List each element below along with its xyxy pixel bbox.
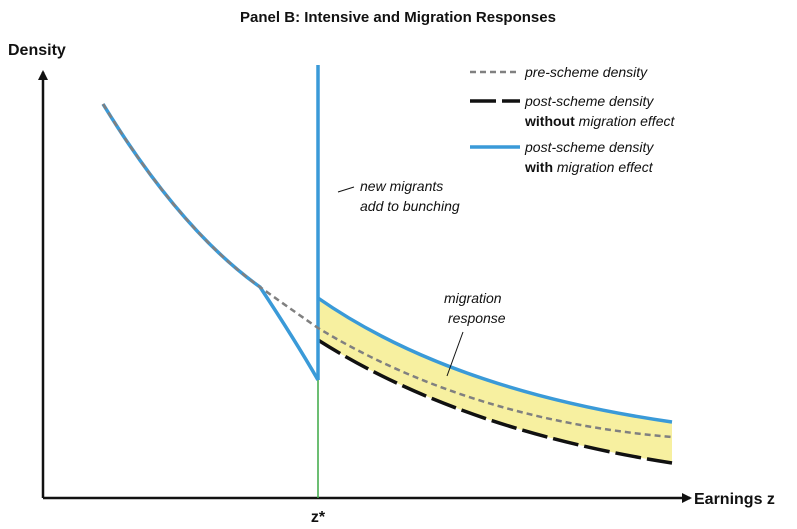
title: Panel B: Intensive and Migration Respons…	[240, 9, 556, 26]
migration-area	[318, 298, 672, 463]
legend-label: with migration effect	[524, 159, 654, 175]
annotation-pointer	[446, 331, 464, 377]
post-with-curve-left	[101, 103, 320, 381]
legend-label: pre-scheme density	[524, 64, 648, 80]
legend-bold: with	[524, 159, 553, 175]
pre-scheme-curve	[101, 103, 673, 439]
legend-label: without migration effect	[524, 113, 675, 129]
annotation: migration	[444, 290, 502, 306]
post-without-curve	[317, 338, 673, 465]
legend-label: post-scheme density	[524, 139, 654, 155]
annotation: new migrants	[360, 178, 443, 194]
legend-italic: migration effect	[557, 159, 654, 175]
post-with-curve-right	[316, 296, 673, 424]
threshold-label: z*	[311, 509, 326, 526]
legend-italic: migration effect	[579, 113, 676, 129]
annotation: add to bunching	[360, 198, 460, 214]
x-axis-label: Earnings z	[694, 491, 775, 508]
annotation: response	[448, 310, 506, 326]
legend-bold: without	[524, 113, 575, 129]
y-axis-label: Density	[8, 42, 66, 59]
annotation-pointer	[337, 186, 355, 193]
legend-label: post-scheme density	[524, 93, 654, 109]
